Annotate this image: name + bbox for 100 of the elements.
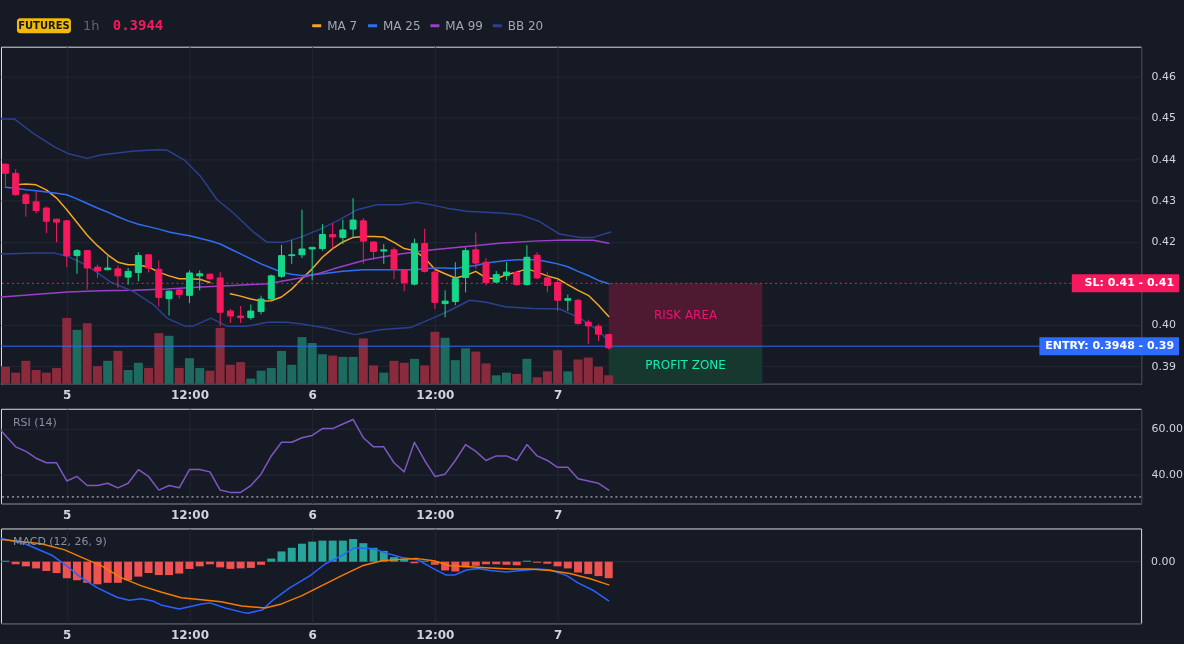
bar [543, 561, 552, 564]
legend-label: MA 99 [445, 18, 483, 33]
candlestick [574, 298, 582, 326]
x-tick-label: 12:00 [170, 627, 210, 642]
bar [328, 540, 337, 562]
candlestick [1, 162, 9, 188]
bar [52, 561, 61, 574]
bar [174, 368, 184, 384]
candlestick [441, 289, 449, 318]
x-tick-label: 12:00 [416, 508, 455, 522]
ref-line-label: 0.00 [1151, 554, 1176, 568]
band-label: RISK AREA [653, 307, 718, 322]
y-tick-label: 0.42 [1151, 235, 1177, 249]
bar [308, 541, 317, 562]
candlestick [359, 217, 367, 265]
bar [246, 561, 255, 568]
y-tick-label: 60.00 [1151, 422, 1183, 436]
candlestick [278, 244, 285, 279]
candlestick [451, 261, 459, 306]
candlestick [134, 251, 142, 282]
bar [83, 561, 92, 583]
bar [287, 547, 296, 562]
bar [257, 561, 266, 565]
bar [134, 561, 143, 577]
legend-label: BB 20 [507, 18, 544, 33]
bar [348, 356, 358, 384]
bar [399, 362, 409, 384]
bar [42, 561, 51, 571]
band-label: PROFIT ZONE [645, 358, 726, 373]
y-tick-label: 0.46 [1151, 69, 1177, 83]
x-tick-label: 7 [553, 508, 563, 522]
bar [389, 360, 399, 384]
candlestick [472, 231, 480, 270]
bar [226, 561, 235, 569]
bar [574, 561, 583, 573]
legend-label: MA 7 [327, 18, 358, 33]
candlestick [502, 261, 510, 281]
candlestick [288, 239, 296, 265]
bar [144, 561, 153, 574]
bar [379, 372, 389, 384]
bar [338, 356, 348, 384]
x-tick-label: 6 [308, 508, 317, 522]
bar [604, 561, 613, 579]
candlestick [196, 270, 204, 291]
ref-line-label: SL: 0.41 - 0.41 [1084, 276, 1175, 290]
bar [103, 561, 112, 583]
x-tick-label: 12:00 [416, 627, 455, 642]
bar [349, 539, 358, 562]
bar [584, 561, 593, 575]
text: RSI (14) [12, 415, 57, 429]
candlestick [339, 219, 347, 245]
bar [165, 561, 174, 576]
bar [338, 540, 347, 562]
bar [113, 561, 122, 583]
candlestick [257, 295, 265, 315]
candlestick [533, 251, 541, 280]
bar [164, 335, 174, 384]
candlestick [370, 241, 378, 261]
bar [154, 561, 163, 576]
y-tick-label: 0.45 [1151, 111, 1177, 125]
text: 0.3944 [112, 16, 164, 33]
x-tick-label: 12:00 [170, 508, 210, 522]
y-tick-label: 0.40 [1151, 318, 1177, 332]
x-tick-label: 5 [63, 627, 72, 642]
candlestick [584, 319, 592, 345]
bar [236, 561, 245, 569]
candlestick [329, 222, 337, 250]
candlestick [42, 205, 50, 234]
candlestick [390, 246, 398, 280]
legend-label: MA 25 [383, 18, 421, 33]
candlestick [12, 168, 20, 197]
bar [103, 360, 113, 384]
candlestick [165, 290, 173, 317]
x-tick-label: 5 [63, 388, 72, 403]
bar [471, 351, 481, 384]
bar [502, 561, 511, 565]
candlestick [124, 267, 132, 286]
x-tick-label: 12:00 [416, 388, 455, 403]
candlestick [380, 243, 388, 265]
candlestick [308, 246, 316, 281]
bar [32, 561, 41, 569]
chart-subtitle: 1h [82, 17, 100, 33]
bar [328, 355, 338, 384]
y-tick-label: 0.43 [1151, 194, 1177, 208]
bar [185, 561, 194, 569]
bar [205, 370, 215, 384]
bar [318, 540, 327, 562]
bar [297, 543, 306, 562]
ref-line-label: ENTRY: 0.3948 - 0.39 [1045, 339, 1175, 353]
bar [481, 363, 491, 384]
candlestick [22, 192, 30, 218]
x-tick-label: 12:00 [170, 388, 210, 403]
y-tick-label: 0.44 [1151, 152, 1177, 166]
bar [113, 350, 123, 384]
candlestick [543, 271, 551, 293]
bar [175, 561, 184, 574]
chart-title: FUTURES [18, 19, 70, 31]
y-tick-label: 0.39 [1151, 359, 1177, 373]
candlestick [145, 253, 153, 274]
bar [246, 378, 256, 384]
